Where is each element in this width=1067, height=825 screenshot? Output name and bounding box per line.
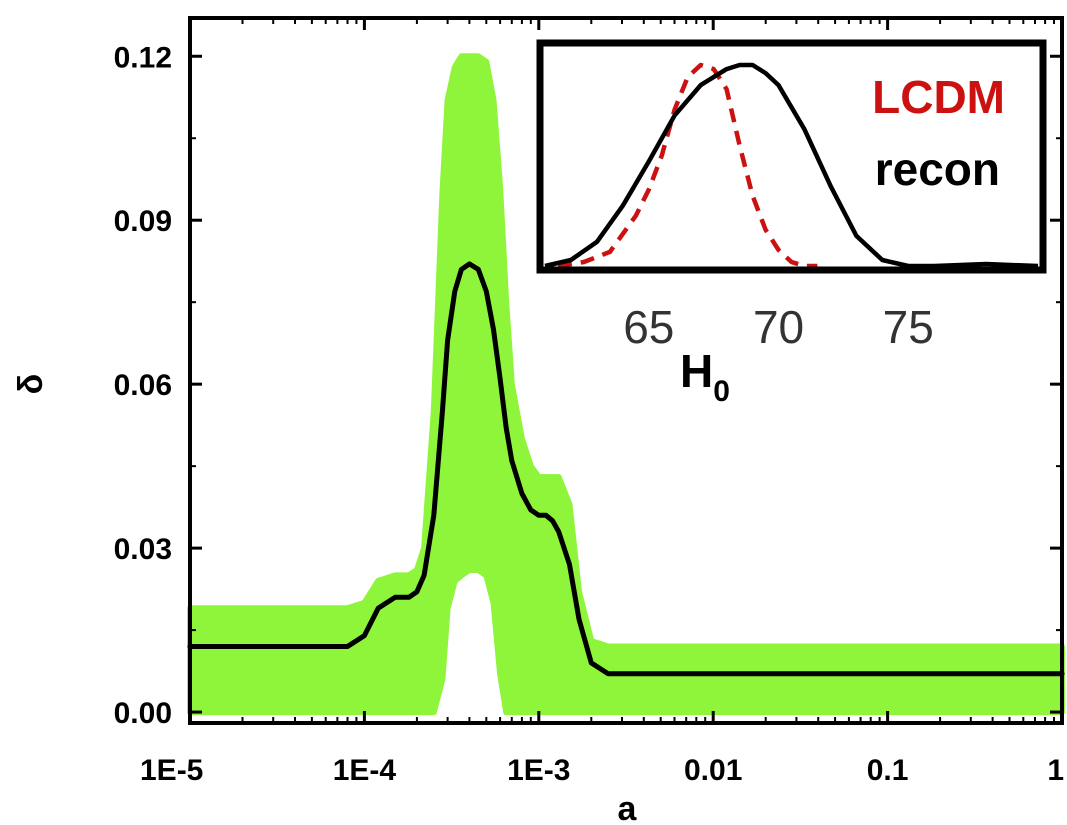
inset-series-recon — [544, 62, 1039, 269]
x-tick-label: 1E-3 — [507, 754, 570, 787]
inset-x-axis-title: H0 — [680, 345, 730, 408]
inset-x-tick-label: 70 — [753, 301, 804, 353]
inset-x-title-main: H — [680, 345, 713, 397]
x-tick-label: 0.1 — [867, 754, 909, 787]
y-tick-label: 0.12 — [114, 41, 172, 74]
y-axis-title: δ — [12, 374, 50, 395]
inset-x-title-subscript: 0 — [713, 375, 730, 408]
x-tick-label: 0.01 — [684, 754, 742, 787]
x-axis-title: a — [618, 790, 638, 825]
inset-chart: LCDM recon 65 70 75 H0 — [536, 39, 1047, 408]
inset-curves — [544, 62, 1039, 269]
x-tick-label: 1E-4 — [333, 754, 397, 787]
x-tick-label: 1 — [1047, 754, 1064, 787]
inset-axis-ticks: 65 70 75 — [623, 301, 934, 353]
legend-label-recon: recon — [875, 143, 1000, 195]
y-tick-label: 0.03 — [114, 533, 172, 566]
y-tick-label: 0.09 — [114, 205, 172, 238]
inset-x-tick-label: 65 — [623, 301, 674, 353]
y-tick-label: 0.00 — [114, 697, 172, 730]
inset-x-tick-label: 75 — [883, 301, 934, 353]
plot-frame — [188, 16, 1064, 725]
series-line-0 — [187, 261, 1065, 677]
x-tick-label: 1E-5 — [140, 754, 203, 787]
main-line-layer — [187, 261, 1065, 677]
axis-ticks: 1E-5 1E-4 1E-3 0.01 0.1 1 0.00 0.03 0.06 0.09 0.12 — [114, 18, 1064, 787]
inset-frame — [536, 39, 1047, 274]
legend-label-lcdm: LCDM — [872, 71, 1005, 123]
y-tick-label: 0.06 — [114, 369, 172, 402]
